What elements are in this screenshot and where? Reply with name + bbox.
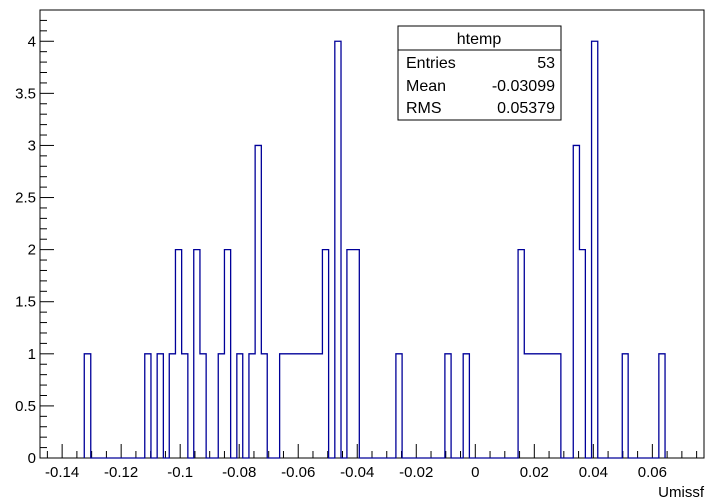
histogram-bin bbox=[249, 354, 255, 458]
stats-box-title: htemp bbox=[457, 31, 502, 48]
histogram-bin bbox=[524, 354, 561, 458]
stats-mean-label: Mean bbox=[406, 78, 446, 95]
histogram-bin bbox=[175, 250, 181, 458]
histogram-bin bbox=[322, 250, 328, 458]
histogram-bin bbox=[182, 354, 188, 458]
x-tick-label: 0.06 bbox=[638, 464, 667, 481]
stats-entries-value: 53 bbox=[537, 55, 555, 72]
x-tick-label: -0.04 bbox=[340, 464, 374, 481]
histogram-bin bbox=[280, 354, 323, 458]
y-tick-label: 4 bbox=[28, 33, 36, 50]
histogram-bin bbox=[396, 354, 402, 458]
histogram-bin bbox=[255, 145, 261, 458]
histogram-bin bbox=[237, 354, 243, 458]
y-tick-label: 2.5 bbox=[15, 190, 36, 207]
x-tick-label: -0.08 bbox=[222, 464, 256, 481]
stats-rms-label: RMS bbox=[406, 100, 442, 117]
plot-frame bbox=[39, 9, 705, 459]
stats-box-frame bbox=[397, 25, 562, 121]
histogram-bin bbox=[592, 41, 598, 458]
stats-mean-value: -0.03099 bbox=[492, 78, 555, 95]
stats-rms-value: 0.05379 bbox=[497, 100, 555, 117]
histogram-bin bbox=[218, 354, 224, 458]
histogram-outline bbox=[83, 40, 666, 459]
histogram-bin bbox=[194, 250, 200, 458]
histogram-bin bbox=[84, 354, 90, 458]
y-tick-label: 2 bbox=[28, 242, 36, 259]
histogram-bin bbox=[518, 250, 524, 458]
histogram-bin bbox=[157, 354, 163, 458]
y-axis: 0 0.5 1 1.5 2 2.5 3 3.5 4 bbox=[15, 9, 54, 467]
histogram-bin bbox=[145, 354, 151, 458]
x-tick-label: -0.1 bbox=[167, 464, 193, 481]
histogram-bin bbox=[659, 354, 665, 458]
x-tick-label: 0.02 bbox=[520, 464, 549, 481]
y-tick-label: 0.5 bbox=[15, 398, 36, 415]
histogram-bin bbox=[335, 41, 341, 458]
histogram-bin bbox=[579, 250, 585, 458]
histogram-bin bbox=[573, 145, 579, 458]
x-tick-label: -0.12 bbox=[104, 464, 138, 481]
y-tick-label: 1 bbox=[28, 346, 36, 363]
histogram-bars bbox=[84, 41, 665, 458]
stats-box: htemp Entries 53 Mean -0.03099 RMS 0.053… bbox=[397, 25, 562, 121]
histogram-bin bbox=[445, 354, 451, 458]
y-tick-label: 3.5 bbox=[15, 85, 36, 102]
x-axis-title: Umissf bbox=[658, 484, 705, 501]
x-tick-label: -0.02 bbox=[399, 464, 433, 481]
x-axis: -0.14 -0.12 -0.1 -0.08 -0.06 -0.04 -0.02 0 0.02 0… bbox=[45, 444, 698, 481]
histogram-bin bbox=[224, 250, 230, 458]
histogram-bin bbox=[347, 250, 359, 458]
y-tick-label: 3 bbox=[28, 137, 36, 154]
y-tick-label: 1.5 bbox=[15, 294, 36, 311]
x-tick-label: 0 bbox=[471, 464, 479, 481]
histogram-bin bbox=[261, 354, 267, 458]
x-tick-label: -0.14 bbox=[45, 464, 79, 481]
histogram-bin bbox=[169, 354, 175, 458]
histogram-bin bbox=[200, 354, 206, 458]
y-tick-label: 0 bbox=[28, 450, 36, 467]
histogram-bin bbox=[463, 354, 469, 458]
histogram-bin bbox=[622, 354, 628, 458]
stats-entries-label: Entries bbox=[406, 55, 456, 72]
x-tick-label: -0.06 bbox=[281, 464, 315, 481]
x-tick-label: 0.04 bbox=[579, 464, 608, 481]
